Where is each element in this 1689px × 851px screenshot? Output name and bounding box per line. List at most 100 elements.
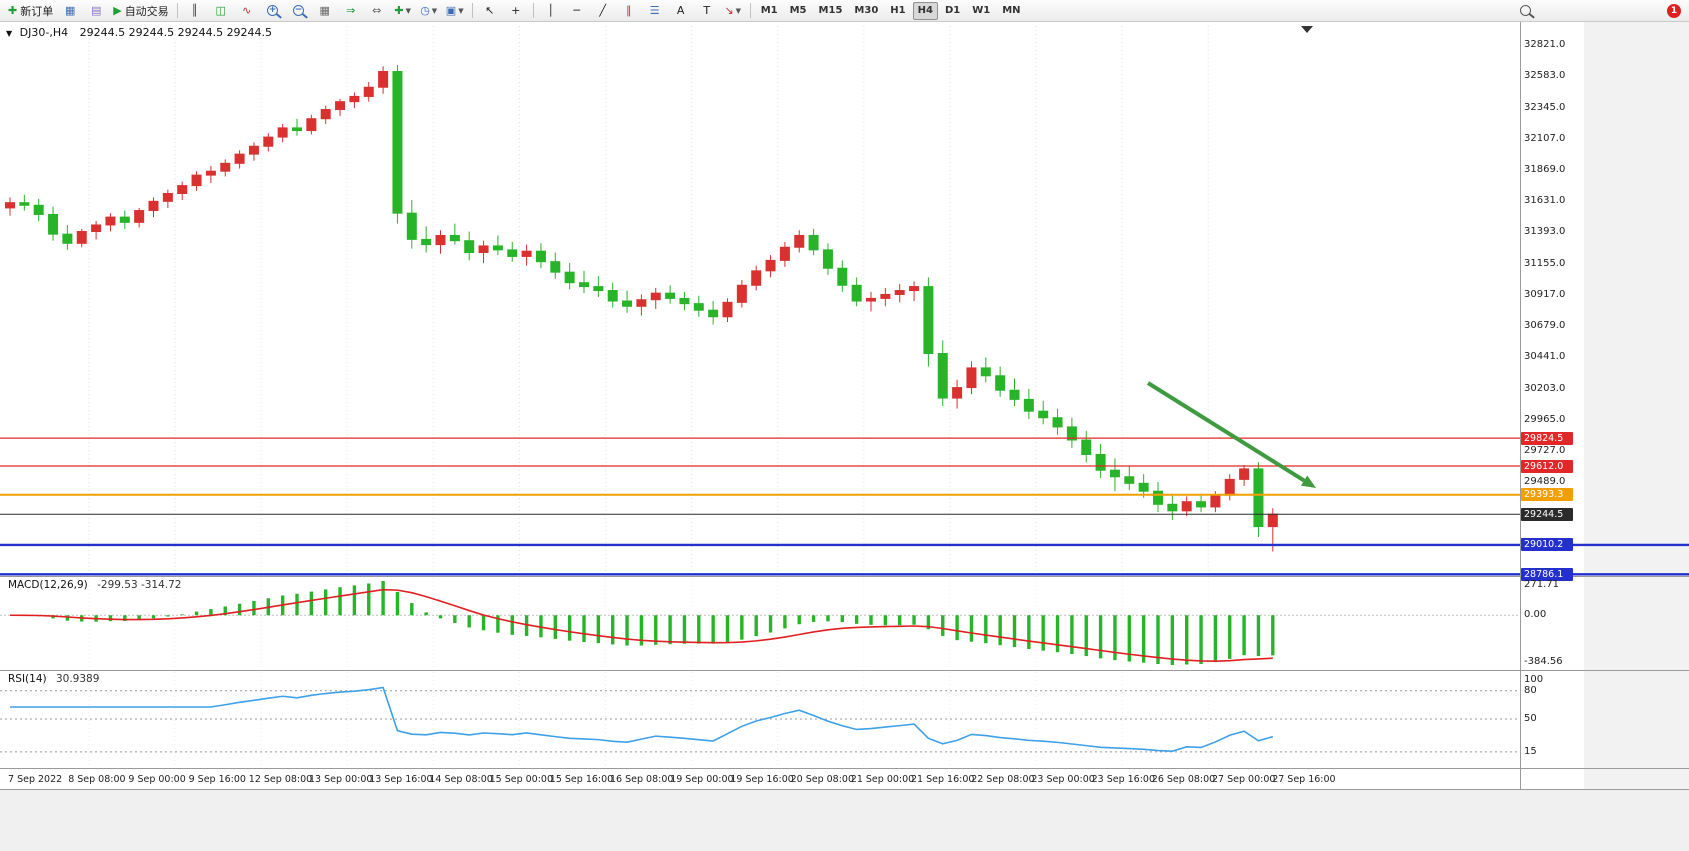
candle-body [679,297,690,305]
template-icon: ▣ [445,4,457,17]
auto-trading-button[interactable]: ▶ 自动交易 [110,1,171,21]
candle-body [880,293,891,299]
candle-body [894,290,905,295]
tf-w1[interactable]: W1 [972,5,991,16]
zoom-out-button[interactable]: − [287,1,311,21]
cursor-button[interactable]: ↖ [478,1,502,21]
bar-chart-button[interactable]: ║ [183,1,207,21]
candle-body [708,309,719,318]
notification-badge[interactable]: 1 [1667,4,1681,18]
bar-chart-icon: ║ [191,4,198,17]
tf-m5[interactable]: M5 [789,5,807,16]
tf-m1[interactable]: M1 [760,5,778,16]
candle-body [507,249,518,257]
new-order-button-label: 新订单 [20,4,54,18]
dropdown-caret-icon: ▼ [458,6,464,15]
text-button[interactable]: A [669,1,693,21]
tf-d1[interactable]: D1 [944,5,961,16]
candle-body [765,259,776,272]
candle-body [1167,503,1178,512]
candle-body [1009,389,1020,400]
candle-body [866,297,876,302]
chart-shift-icon: ⇔ [372,4,382,17]
candle-body [205,170,216,176]
tf-m15[interactable]: M15 [818,5,843,16]
channel-button[interactable]: ∥ [617,1,641,21]
candle-body [1109,469,1120,478]
search-icon[interactable] [1520,5,1531,16]
new-order-button[interactable]: ✚ 新订单 [5,1,56,21]
candle-body [478,245,489,253]
candle-body [736,284,747,303]
fibonacci-button[interactable]: ☰ [643,1,667,21]
zoom-in-button[interactable]: + [261,1,285,21]
tf-h4[interactable]: H4 [912,1,938,20]
candle-body [1239,468,1250,480]
right-margin [1584,22,1689,851]
zoom-out-icon: − [293,5,305,16]
crosshair-button[interactable]: + [504,1,528,21]
candle-body [119,216,130,223]
tf-m30[interactable]: M30 [854,5,879,16]
candle-body [693,303,704,311]
periods-button[interactable]: ◷ ▼ [417,1,441,21]
macd-indicator-label: MACD(12,26,9) -299.53 -314.72 [8,579,182,591]
candle-body [48,213,59,235]
auto-trading-icon: ▶ [113,4,122,17]
vertical-line-button[interactable]: │ [539,1,563,21]
chart-canvas[interactable] [0,22,1689,851]
line-chart-button[interactable]: ∿ [235,1,259,21]
candle-body [1153,490,1163,505]
candlestick-chart-button[interactable]: ◫ [209,1,233,21]
candlestick-icon: ◫ [215,4,226,17]
horizontal-line-button[interactable]: ─ [565,1,589,21]
candle-body [808,234,819,251]
candle-body [1196,501,1207,508]
candle-body [492,245,503,251]
auto-scroll-icon: ⇒ [346,4,356,17]
candle-body [449,234,460,242]
candle-body [1267,513,1278,528]
candle-body [134,210,145,223]
bottom-margin [0,790,1689,851]
candle-body [593,286,604,292]
trend-arrow-head[interactable] [1300,475,1316,488]
candle-body [1181,501,1192,512]
tf-mn[interactable]: MN [1002,5,1021,16]
candle-body [923,286,934,354]
new-chart-button[interactable]: ▦ [58,1,82,21]
candle-body [1081,439,1092,455]
candle-body [263,136,274,147]
tile-windows-button[interactable]: ▦ [313,1,337,21]
one-click-trading-collapse-icon[interactable]: ▼ [6,29,13,38]
arrows-button[interactable]: ↘ ▼ [721,1,745,21]
candle-body [1095,453,1106,471]
candle-body [105,216,116,226]
trend-arrow[interactable] [1146,381,1306,483]
candle-body [521,250,532,257]
toolbar-separator [749,3,751,18]
candle-body [234,153,245,164]
trendline-button[interactable]: ╱ [591,1,615,21]
chart-shift-button[interactable]: ⇔ [365,1,389,21]
profiles-button[interactable]: ▤ [84,1,108,21]
candle-body [751,270,762,286]
tf-h1[interactable]: H1 [890,5,906,16]
arrows-icon: ↘ [724,4,734,17]
macd-values: -299.53 -314.72 [97,579,182,591]
tile-windows-icon: ▦ [319,4,330,17]
text-label-button[interactable]: T [695,1,719,21]
indicators-button[interactable]: ✚ ▼ [391,1,415,21]
candle-body [1138,482,1149,492]
crosshair-icon: + [511,4,521,17]
auto-scroll-button[interactable]: ⇒ [339,1,363,21]
candle-body [851,284,862,302]
candle-body [579,282,589,288]
chart-shift-marker[interactable] [1301,26,1313,33]
text-label-icon: T [703,4,711,17]
candle-body [220,162,231,172]
candle-body [277,127,288,138]
toolbar-separator [176,3,178,18]
templates-button[interactable]: ▣ ▼ [443,1,467,21]
candle-body [1253,468,1264,528]
